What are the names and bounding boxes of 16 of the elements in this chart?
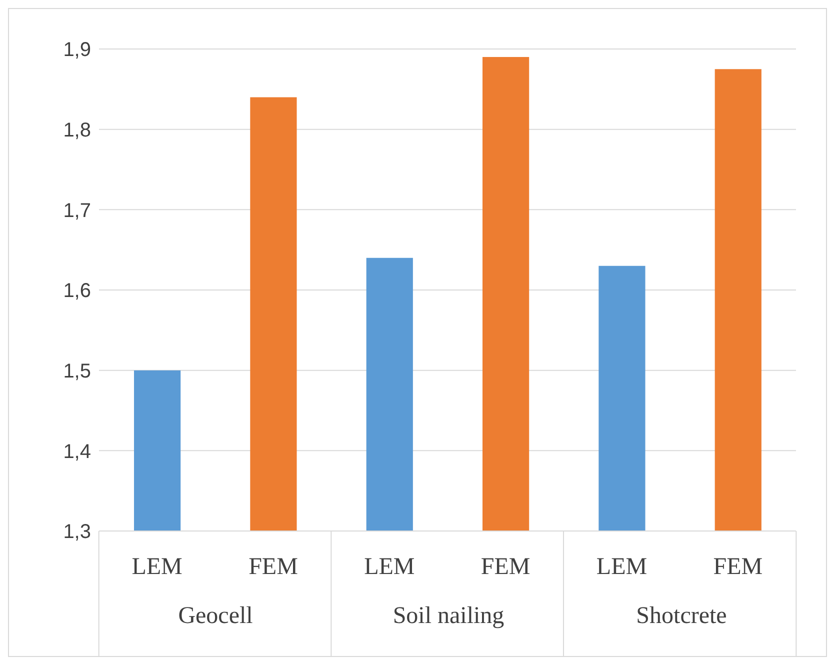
x-tick-label: LEM [364,554,415,580]
x-tick-label: LEM [132,554,182,580]
y-tick-label: 1,3 [63,521,91,544]
y-tick-label: 1,8 [63,119,91,142]
y-tick-label: 1,9 [63,39,91,62]
x-tick-label: LEM [596,554,648,580]
x-tick-label: FEM [713,554,763,580]
y-tick-label: 1,4 [63,440,91,463]
text: Geocell [177,603,254,630]
text: Soil nailing [392,603,506,630]
y-tick-label: 1,6 [63,280,91,302]
y-tick-label: 1,5 [63,360,91,382]
text: Shotcrete [635,603,728,630]
x-tick-label: FEM [248,554,298,580]
x-tick-label: FEM [480,554,530,580]
y-tick-label: 1,7 [63,200,91,222]
